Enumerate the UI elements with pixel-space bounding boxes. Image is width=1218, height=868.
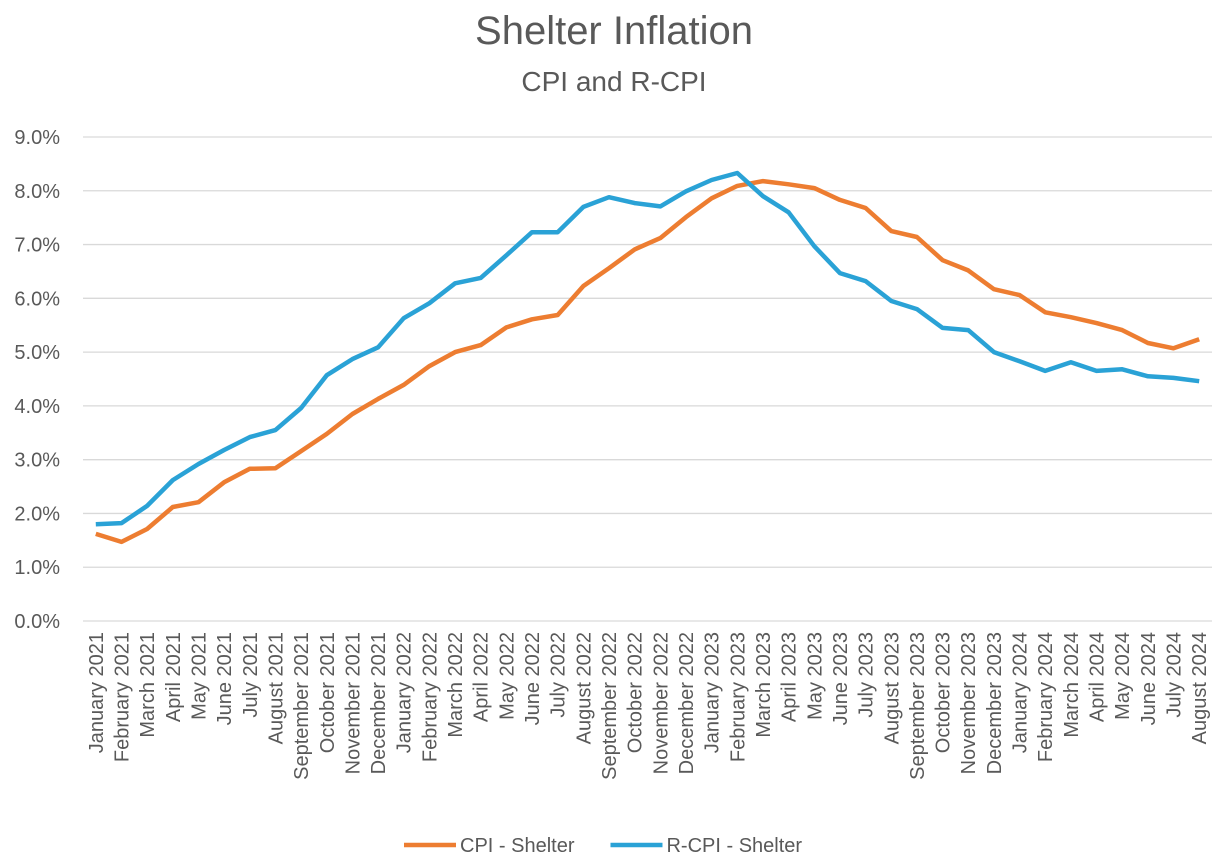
- legend-label: CPI - Shelter: [460, 835, 575, 857]
- y-tick-label: 8.0%: [14, 181, 60, 203]
- x-tick-label: December 2023: [984, 632, 1006, 774]
- x-tick-label: September 2021: [291, 632, 313, 780]
- y-tick-label: 3.0%: [14, 450, 60, 472]
- y-tick-label: 4.0%: [14, 396, 60, 418]
- x-tick-label: August 2022: [573, 632, 595, 744]
- x-tick-label: July 2021: [240, 632, 262, 718]
- x-tick-label: February 2024: [1035, 632, 1057, 762]
- x-tick-label: February 2022: [419, 632, 441, 762]
- x-tick-label: May 2022: [496, 632, 518, 720]
- y-tick-label: 0.0%: [14, 611, 60, 633]
- x-tick-label: January 2023: [702, 632, 724, 753]
- y-tick-label: 2.0%: [14, 503, 60, 525]
- x-tick-label: March 2024: [1061, 632, 1083, 738]
- x-tick-label: December 2021: [368, 632, 390, 774]
- x-tick-label: January 2022: [394, 632, 416, 753]
- x-tick-label: August 2024: [1189, 632, 1211, 744]
- x-tick-label: January 2024: [1010, 632, 1032, 753]
- x-tick-label: April 2021: [163, 632, 185, 722]
- x-tick-label: March 2021: [137, 632, 159, 738]
- x-tick-label: January 2021: [86, 632, 108, 753]
- y-tick-label: 7.0%: [14, 235, 60, 257]
- y-tick-label: 5.0%: [14, 342, 60, 364]
- x-tick-label: July 2024: [1164, 632, 1186, 718]
- y-tick-label: 9.0%: [14, 127, 60, 149]
- y-tick-label: 1.0%: [14, 557, 60, 579]
- x-tick-label: April 2024: [1087, 632, 1109, 722]
- x-tick-label: June 2024: [1138, 632, 1160, 725]
- x-tick-label: September 2022: [599, 632, 621, 780]
- x-tick-label: June 2023: [830, 632, 852, 725]
- x-tick-label: October 2022: [625, 632, 647, 753]
- x-tick-label: December 2022: [676, 632, 698, 774]
- x-tick-label: May 2021: [188, 632, 210, 720]
- x-tick-label: July 2023: [856, 632, 878, 718]
- x-tick-label: April 2023: [779, 632, 801, 722]
- x-tick-label: September 2023: [907, 632, 929, 780]
- y-tick-label: 6.0%: [14, 288, 60, 310]
- series-line: [95, 178, 1200, 545]
- x-tick-label: April 2022: [471, 632, 493, 722]
- x-tick-label: May 2023: [804, 632, 826, 720]
- chart-title: Shelter Inflation: [475, 9, 753, 53]
- x-tick-label: February 2023: [727, 632, 749, 762]
- x-tick-label: August 2021: [265, 632, 287, 744]
- chart-subtitle: CPI and R-CPI: [521, 66, 706, 97]
- series-line: [95, 170, 1200, 527]
- x-tick-label: November 2022: [650, 632, 672, 774]
- x-tick-label: November 2021: [342, 632, 364, 774]
- x-tick-label: March 2022: [445, 632, 467, 738]
- legend-label: R-CPI - Shelter: [666, 835, 802, 857]
- x-tick-label: February 2021: [111, 632, 133, 762]
- x-tick-label: June 2022: [522, 632, 544, 725]
- x-tick-label: June 2021: [214, 632, 236, 725]
- x-tick-label: July 2022: [548, 632, 570, 718]
- x-tick-label: November 2023: [958, 632, 980, 774]
- x-tick-label: March 2023: [753, 632, 775, 738]
- x-tick-label: August 2023: [881, 632, 903, 744]
- x-tick-label: October 2021: [317, 632, 339, 753]
- x-tick-label: May 2024: [1112, 632, 1134, 720]
- x-tick-label: October 2023: [933, 632, 955, 753]
